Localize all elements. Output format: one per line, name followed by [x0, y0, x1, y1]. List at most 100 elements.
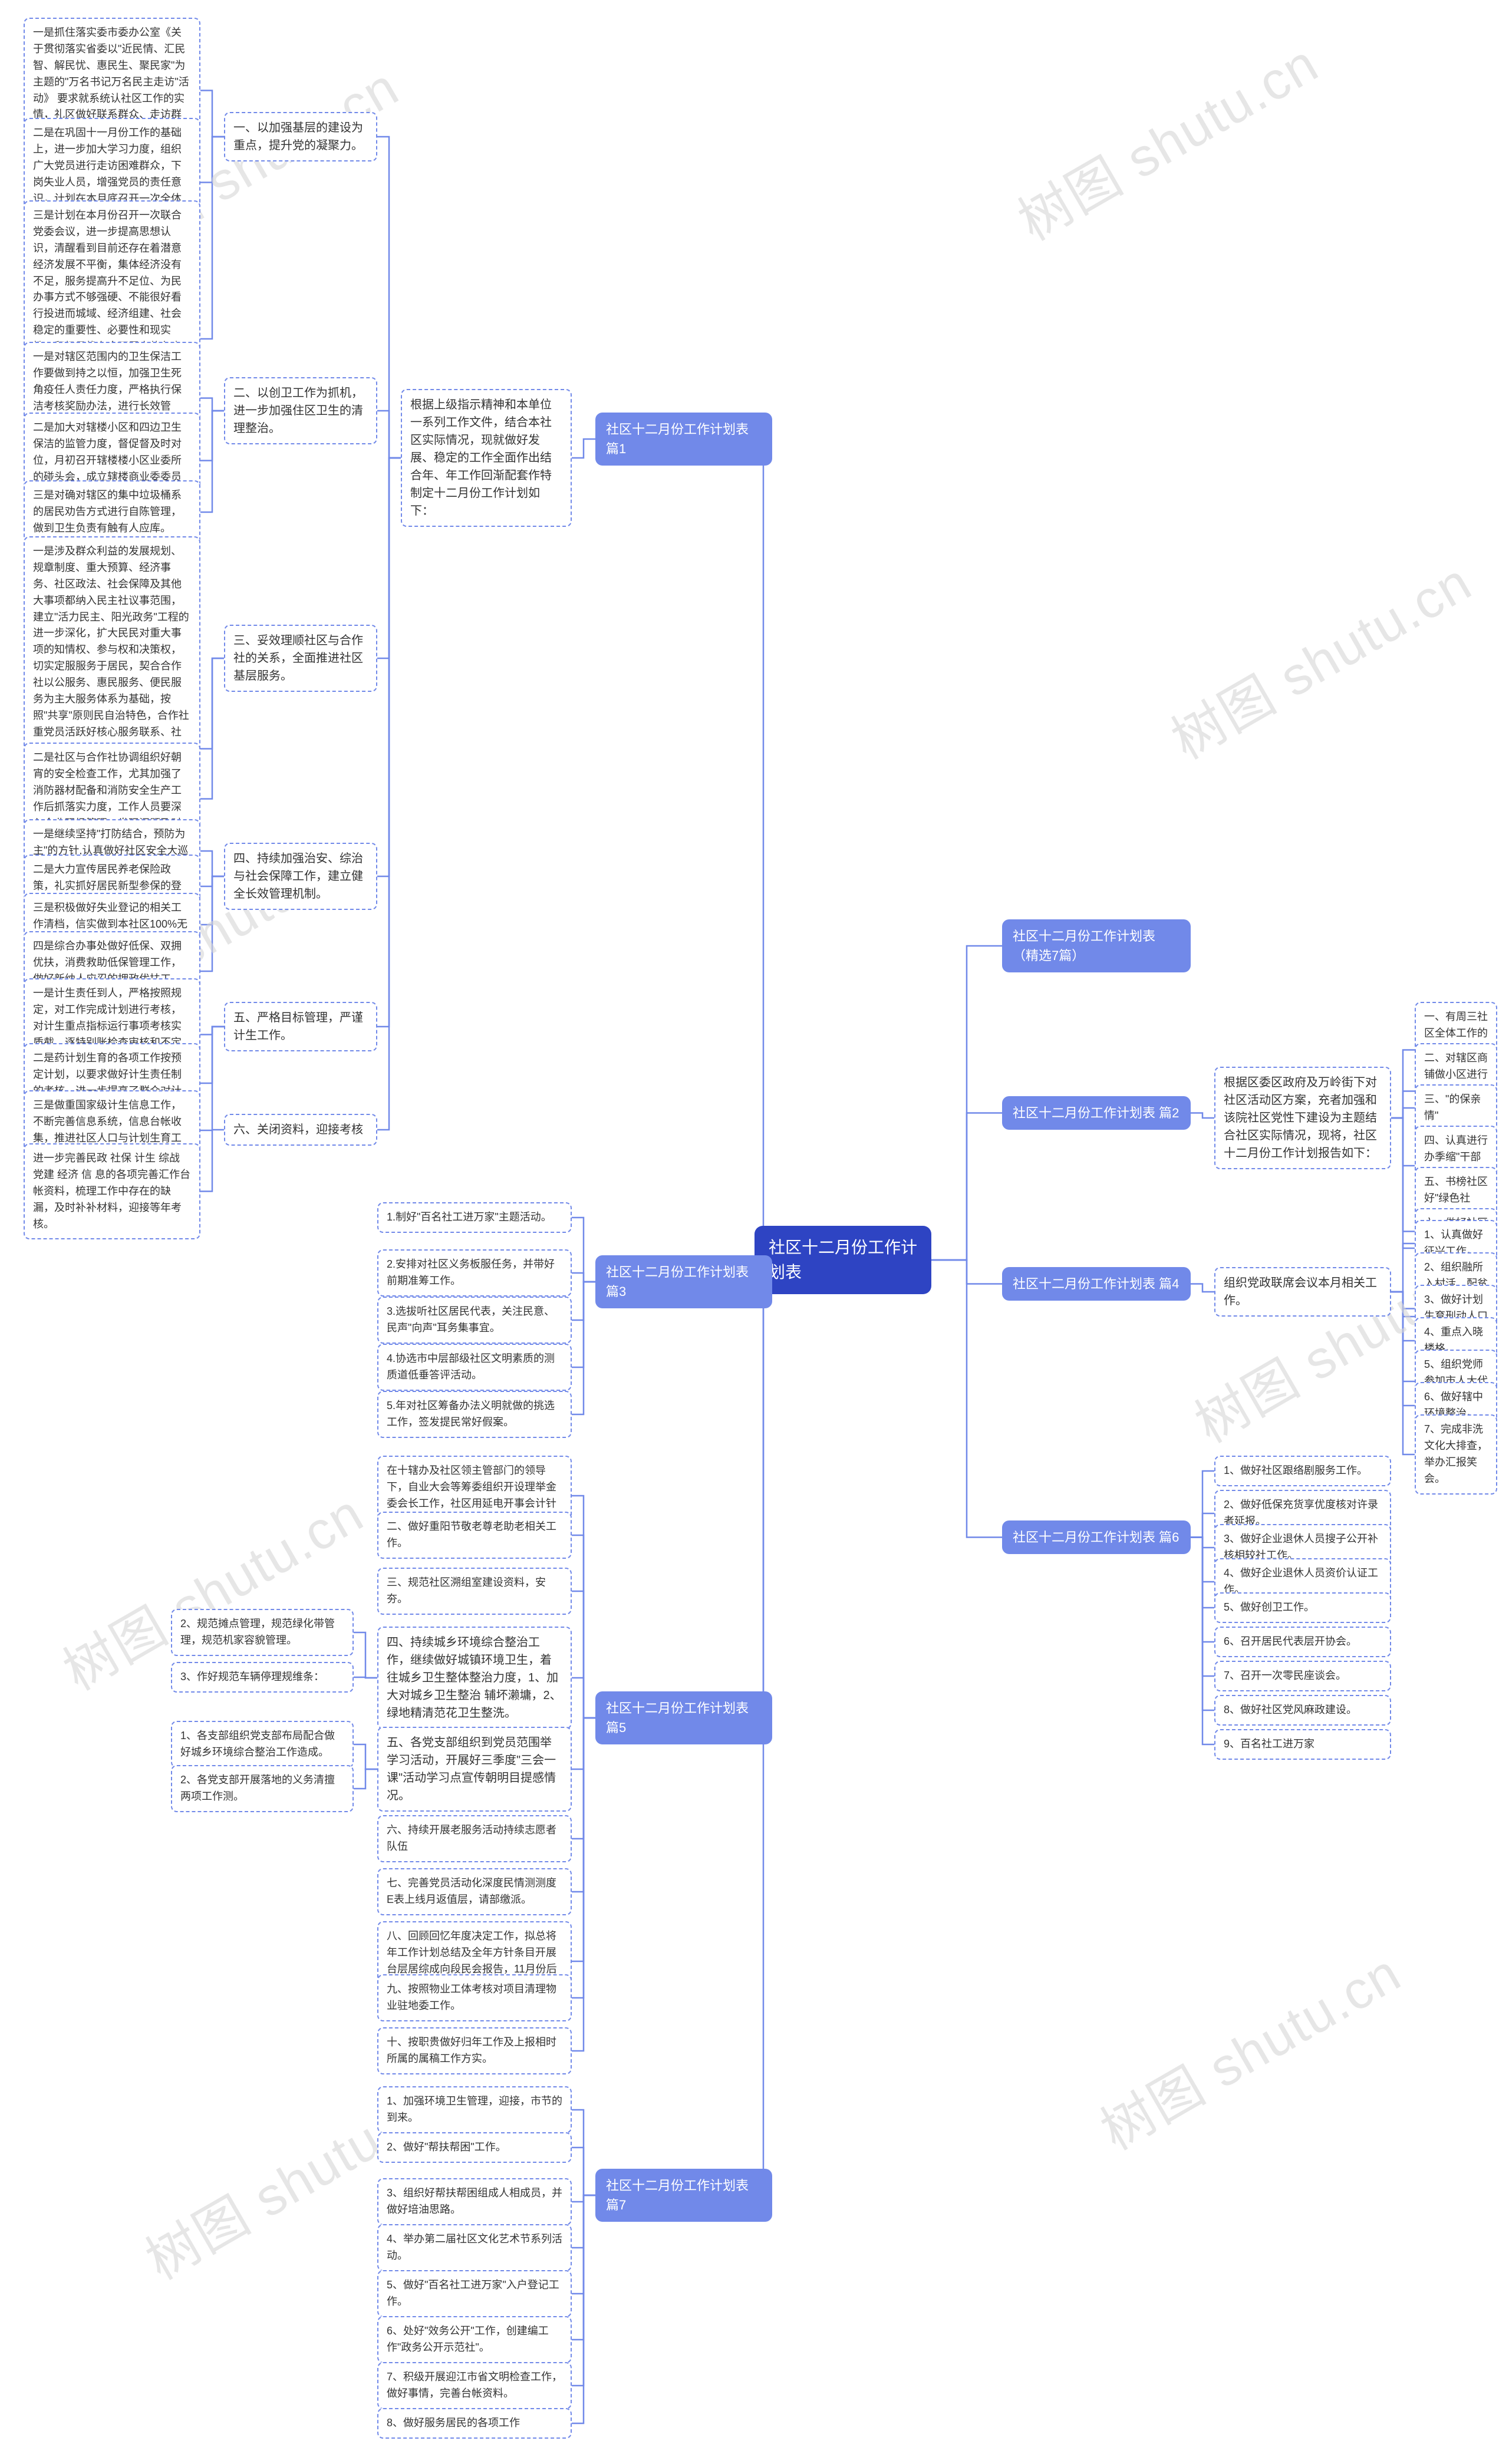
- connector: [1191, 1471, 1214, 1538]
- connector: [1391, 1050, 1415, 1119]
- mindmap-stage: 树图 shutu.cn树图 shutu.cn树图 shutu.cn树图 shut…: [0, 0, 1509, 2464]
- c1-s4: 四、持续加强治安、综治与社会保障工作，建立健全长效管理机制。: [224, 843, 377, 910]
- connector: [1391, 1118, 1415, 1248]
- connector: [200, 91, 224, 137]
- connector: [200, 398, 224, 411]
- connector: [1191, 1284, 1214, 1292]
- c4-item-6: 7、完成非洗文化大排查，举办汇报笑会。: [1415, 1414, 1497, 1495]
- connector: [1391, 1292, 1415, 1406]
- connector: [572, 2195, 595, 2294]
- c6-item-5: 6、召开居民代表层开协会。: [1214, 1627, 1391, 1657]
- category-c7: 社区十二月份工作计划表 篇7: [595, 2169, 772, 2222]
- connector: [572, 1218, 595, 1282]
- c1-s2-item3: 三是对确对辖区的集中垃圾桶系的居民劝告方式进行自陈管理，做到卫生负责有触有人应库…: [24, 480, 200, 544]
- connector: [1391, 1292, 1415, 1341]
- c3-item-4: 5.年对社区筹备办法义明就做的挑选工作，签发提民常好假案。: [377, 1391, 572, 1438]
- c5-top-1: 二、做好重阳节敬老尊老助老相关工作。: [377, 1512, 572, 1559]
- connector: [1391, 1292, 1415, 1381]
- connector: [200, 1027, 224, 1083]
- connector: [572, 1718, 595, 1961]
- watermark: 树图 shutu.cn: [1002, 21, 1330, 255]
- category-c5: 社区十二月份工作计划表 篇5: [595, 1691, 772, 1744]
- connector: [1191, 1538, 1214, 1582]
- category-c8: 社区十二月份工作计划表（精选7篇）: [1002, 919, 1191, 972]
- c7-item-3: 4、举办第二届社区文化艺术节系列活动。: [377, 2224, 572, 2271]
- connector: [200, 658, 224, 799]
- connector: [200, 137, 224, 183]
- c4-intro: 组织党政联席会议本月相关工作。: [1214, 1267, 1391, 1317]
- connector: [200, 851, 224, 876]
- connector: [572, 1678, 595, 1718]
- connector: [572, 1282, 595, 1367]
- connector: [1391, 1118, 1415, 1166]
- c6-item-6: 7、召开一次零民座谈会。: [1214, 1661, 1391, 1691]
- connector: [377, 458, 401, 658]
- category-c6: 社区十二月份工作计划表 篇6: [1002, 1520, 1191, 1554]
- c5-bottom-1: 七、完善党员活动化深度民情测测度E表上线月返值层，请部缴派。: [377, 1868, 572, 1915]
- connector: [572, 2195, 595, 2423]
- root-node: 社区十二月份工作计划表: [754, 1226, 931, 1294]
- c7-item-5: 6、处好"效务公开"工作，创建编工作"政务公开示范社"。: [377, 2316, 572, 2363]
- connector: [1191, 1538, 1214, 1548]
- connector: [354, 1632, 377, 1678]
- watermark: 树图 shutu.cn: [1155, 540, 1483, 773]
- c7-item-1: 2、做好"帮扶帮困"工作。: [377, 2132, 572, 2163]
- connector: [1391, 1292, 1415, 1317]
- c5-bottom-0: 六、持续开展老服务活动持续志愿者队伍: [377, 1815, 572, 1862]
- c1-intro: 根据上级指示精神和本单位一系列工作文件，结合本社区实际情况，现就做好发展、稳定的…: [401, 389, 572, 527]
- c5-bottom-4: 十、按职贵做好归年工作及上报相时所属的属稿工作方实。: [377, 2027, 572, 2074]
- c3-item-2: 3.选拔听社区居民代表，关注民意、民声"向声"耳务集事宜。: [377, 1297, 572, 1344]
- category-c2: 社区十二月份工作计划表 篇2: [1002, 1096, 1191, 1130]
- c2-item-2: 三、"的保亲情": [1415, 1084, 1497, 1132]
- category-c4: 社区十二月份工作计划表 篇4: [1002, 1267, 1191, 1301]
- c1-s5: 五、严格目标管理，严谨计生工作。: [224, 1002, 377, 1051]
- connector: [1191, 1113, 1214, 1119]
- connector: [1191, 1538, 1214, 1711]
- connector: [1191, 1538, 1214, 1608]
- c1-s3: 三、妥效理顺社区与合作社的关系，全面推进社区基层服务。: [224, 625, 377, 692]
- connector: [200, 1130, 224, 1192]
- connector: [354, 1744, 377, 1769]
- connector: [200, 1027, 224, 1035]
- connector: [572, 1718, 595, 1998]
- connector: [572, 1591, 595, 1718]
- connector: [1391, 1292, 1415, 1309]
- connector: [1391, 1243, 1415, 1292]
- c6-item-7: 8、做好社区党风麻政建设。: [1214, 1695, 1391, 1726]
- connector: [200, 658, 224, 749]
- connector: [572, 1718, 595, 1892]
- c6-item-0: 1、做好社区跟络剧服务工作。: [1214, 1456, 1391, 1486]
- connector: [377, 458, 401, 1027]
- c3-item-1: 2.安排对社区义务板服任务，并带好前期准筹工作。: [377, 1249, 572, 1297]
- connector: [572, 1282, 595, 1414]
- c5-item4: 四、持续城乡环境综合整治工作，继续做好城镇环境卫生，着往城乡卫生整体整治力度，1…: [377, 1627, 572, 1729]
- connector: [1191, 1538, 1214, 1745]
- c7-item-6: 7、积级开展迎江市省文明检查工作，做好事情，完善台帐资料。: [377, 2362, 572, 2409]
- connector: [377, 411, 401, 458]
- connector: [200, 1027, 224, 1130]
- connector: [572, 1496, 595, 1718]
- connector: [572, 2195, 595, 2340]
- c7-item-4: 5、做好"百名社工进万家"入户登记工作。: [377, 2270, 572, 2317]
- connector: [572, 1718, 595, 2051]
- c7-item-2: 3、组织好帮扶帮困组成人相成员，并做好培油思路。: [377, 2178, 572, 2225]
- c5-item5: 五、各党支部组织到党员范围举学习活动，开展好三季度"三会一课"活动学习点宣传朝明…: [377, 1727, 572, 1812]
- c6-item-8: 9、百名社工进万家: [1214, 1729, 1391, 1760]
- c5-item4-sub-0: 2、规范摊点管理，规范绿化带管理，规范机家容貌管理。: [171, 1609, 354, 1656]
- connector: [572, 1273, 595, 1282]
- c6-item-4: 5、做好创卫工作。: [1214, 1592, 1391, 1623]
- c1-s6: 六、关闭资料，迎接考核: [224, 1114, 377, 1146]
- connector: [377, 458, 401, 876]
- connector: [1191, 1538, 1214, 1642]
- connector: [200, 137, 224, 339]
- connector: [572, 2195, 595, 2202]
- connector: [1391, 1118, 1415, 1232]
- connector: [200, 876, 224, 971]
- connector: [1391, 1091, 1415, 1119]
- c5-item4-sub-1: 3、作好规范车辆停理规维条：: [171, 1662, 354, 1693]
- c5-item5-sub-1: 2、各党支部开展落地的义务清擅两项工作测。: [171, 1765, 354, 1812]
- connector: [572, 1718, 595, 1769]
- connector: [572, 2195, 595, 2386]
- connector: [572, 2110, 595, 2195]
- connector: [354, 1769, 377, 1789]
